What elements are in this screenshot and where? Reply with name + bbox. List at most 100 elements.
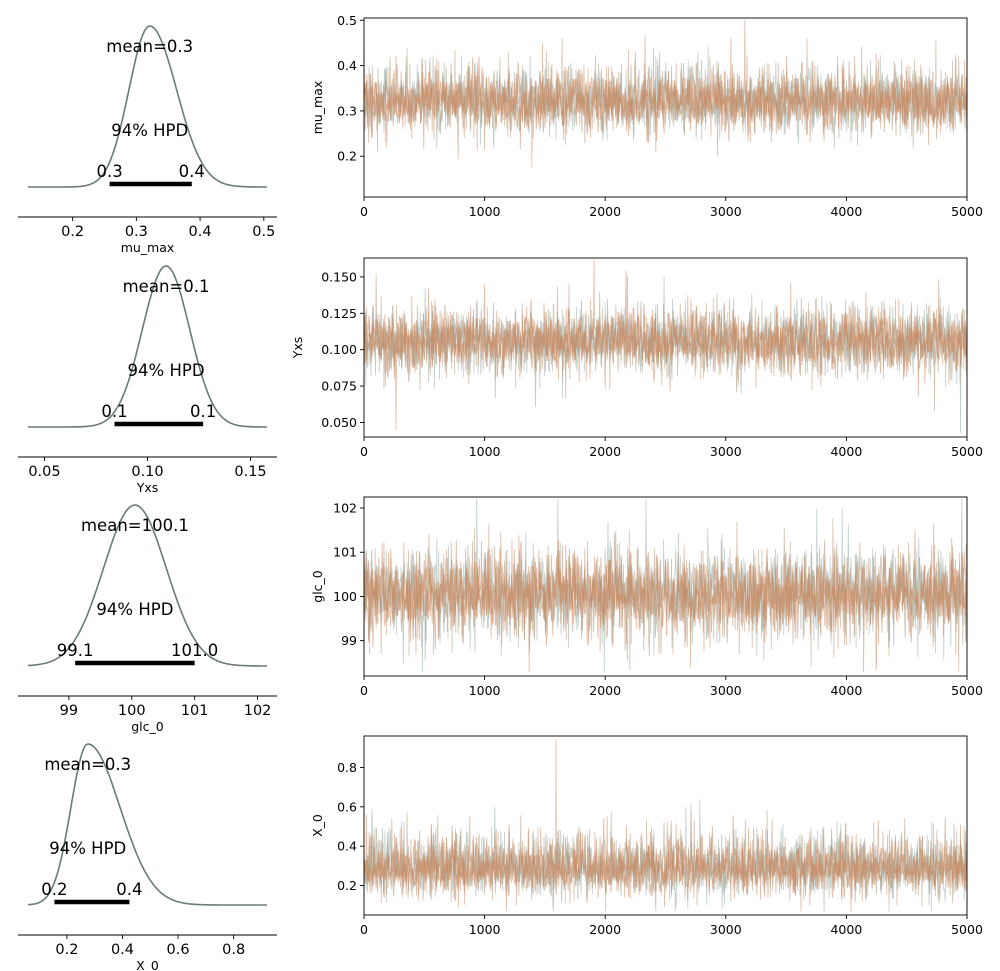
density-panel-Yxs: mean=0.1 94% HPD 0.1 0.1 0.05 0.10 0.15 Yxs [18, 265, 277, 495]
trace-panel-X_0: 0 1000 2000 3000 4000 5000 0.2 0.4 0.6 0.8 X_0 [310, 735, 983, 937]
trace-y-tick-label: 99 [341, 633, 357, 648]
density-x-tick-label: 0.5 [252, 224, 275, 240]
trace-x-tick-label: 4000 [830, 683, 862, 698]
trace-y-label: X_0 [310, 814, 325, 837]
hpd-low-label: 0.1 [101, 402, 127, 421]
trace-y-tick-label: 0.2 [337, 149, 357, 164]
density-panel-glc_0: mean=100.1 94% HPD 99.1 101.0 99 100 101 102 glc… [18, 504, 277, 734]
density-x-tick-label: 0.8 [222, 942, 245, 958]
trace-y-tick-label: 0.125 [321, 306, 357, 321]
trace-chain-line [363, 810, 968, 912]
trace-panel-Yxs: 0 1000 2000 3000 4000 5000 0.050 0.075 0.100 0.12… [290, 257, 983, 459]
hpd-high-label: 0.4 [116, 880, 142, 899]
trace-y-label: mu_max [310, 81, 325, 135]
trace-frame [363, 257, 968, 438]
density-x-tick-label: 0.4 [189, 224, 212, 240]
hpd-high-label: 0.4 [179, 162, 205, 181]
trace-x-tick-label: 3000 [710, 444, 742, 459]
density-x-tick-label: 0.10 [131, 464, 163, 480]
trace-y-tick-label: 101 [333, 545, 357, 560]
mean-label: mean=0.3 [44, 755, 131, 774]
density-x-tick-label: 100 [118, 703, 146, 719]
trace-y-tick-label: 102 [333, 501, 357, 516]
trace-x-tick-label: 2000 [589, 922, 621, 937]
hpd-label: 94% HPD [49, 839, 126, 858]
trace-x-tick-label: 1000 [469, 922, 501, 937]
hpd-low-label: 0.3 [96, 162, 122, 181]
trace-frame [363, 496, 968, 677]
trace-y-label: Yxs [290, 337, 305, 360]
density-x-tick-label: 102 [244, 703, 272, 719]
trace-x-tick-label: 3000 [710, 204, 742, 219]
density-x-tick-label: 101 [181, 703, 209, 719]
trace-chain-line [363, 19, 968, 168]
trace-x-tick-label: 4000 [830, 922, 862, 937]
density-curve [28, 25, 267, 188]
mean-label: mean=100.1 [81, 516, 189, 535]
density-curve [27, 743, 267, 906]
trace-chain-band [363, 70, 968, 137]
hpd-high-label: 101.0 [171, 641, 218, 660]
trace-x-tick-label: 3000 [710, 683, 742, 698]
trace-x-tick-label: 0 [360, 683, 368, 698]
density-panel-mu_max: mean=0.3 94% HPD 0.3 0.4 0.2 0.3 0.4 0.5 mu_max [18, 25, 277, 255]
trace-chain-band [363, 298, 968, 381]
trace-panel-glc_0: 0 1000 2000 3000 4000 5000 99 100 101 102 glc_0 [310, 496, 983, 698]
trace-x-tick-label: 0 [360, 444, 368, 459]
trace-y-tick-label: 0.8 [337, 760, 357, 775]
trace-x-tick-label: 1000 [469, 204, 501, 219]
trace-chain-line [363, 524, 968, 673]
hpd-low-label: 99.1 [57, 641, 94, 660]
density-x-tick-label: 0.2 [61, 224, 84, 240]
trace-chain-band [363, 548, 968, 643]
density-curve [28, 265, 267, 428]
trace-x-tick-label: 5000 [951, 204, 983, 219]
mean-label: mean=0.3 [106, 37, 193, 56]
trace-panel-mu_max: 0 1000 2000 3000 4000 5000 0.2 0.3 0.4 0.5 mu_max [310, 13, 983, 219]
trace-y-tick-label: 100 [333, 589, 357, 604]
density-x-label: mu_max [121, 240, 175, 255]
density-panel-X_0: mean=0.3 94% HPD 0.2 0.4 0.2 0.4 0.6 0.8 X_0 [18, 743, 277, 971]
hpd-label: 94% HPD [128, 361, 205, 380]
trace-chain-band [363, 837, 968, 898]
hpd-label: 94% HPD [111, 121, 188, 140]
density-x-tick-label: 0.3 [125, 224, 148, 240]
trace-x-tick-label: 2000 [589, 683, 621, 698]
trace-frame [363, 17, 968, 198]
trace-x-tick-label: 4000 [830, 204, 862, 219]
trace-x-tick-label: 1000 [469, 683, 501, 698]
trace-y-tick-label: 0.4 [337, 839, 357, 854]
density-x-tick-label: 0.15 [234, 464, 266, 480]
trace-y-tick-label: 0.2 [337, 878, 357, 893]
trace-x-tick-label: 5000 [951, 683, 983, 698]
trace-x-tick-label: 1000 [469, 444, 501, 459]
density-x-label: Yxs [136, 480, 159, 495]
trace-x-tick-label: 0 [360, 922, 368, 937]
trace-y-tick-label: 0.150 [321, 269, 357, 284]
mean-label: mean=0.1 [123, 277, 210, 296]
trace-y-tick-label: 0.6 [337, 799, 357, 814]
trace-x-tick-label: 0 [360, 204, 368, 219]
density-x-tick-label: 0.2 [55, 942, 78, 958]
density-x-label: glc_0 [131, 719, 164, 734]
density-x-tick-label: 99 [60, 703, 78, 719]
trace-chain-line [363, 259, 968, 430]
trace-x-tick-label: 3000 [710, 922, 742, 937]
trace-y-tick-label: 0.5 [337, 13, 357, 28]
hpd-low-label: 0.2 [41, 880, 67, 899]
trace-y-tick-label: 0.050 [321, 415, 357, 430]
trace-y-tick-label: 0.4 [337, 58, 357, 73]
hpd-high-label: 0.1 [190, 402, 216, 421]
trace-chain-line [363, 738, 968, 912]
trace-x-tick-label: 5000 [951, 444, 983, 459]
density-x-tick-label: 0.6 [167, 942, 190, 958]
trace-x-tick-label: 4000 [830, 444, 862, 459]
density-x-tick-label: 0.4 [111, 942, 134, 958]
trace-y-tick-label: 0.3 [337, 103, 357, 118]
trace-frame [363, 735, 968, 916]
trace-y-tick-label: 0.075 [321, 379, 357, 394]
hpd-label: 94% HPD [96, 600, 173, 619]
density-x-label: X_0 [136, 958, 159, 971]
trace-x-tick-label: 2000 [589, 444, 621, 459]
